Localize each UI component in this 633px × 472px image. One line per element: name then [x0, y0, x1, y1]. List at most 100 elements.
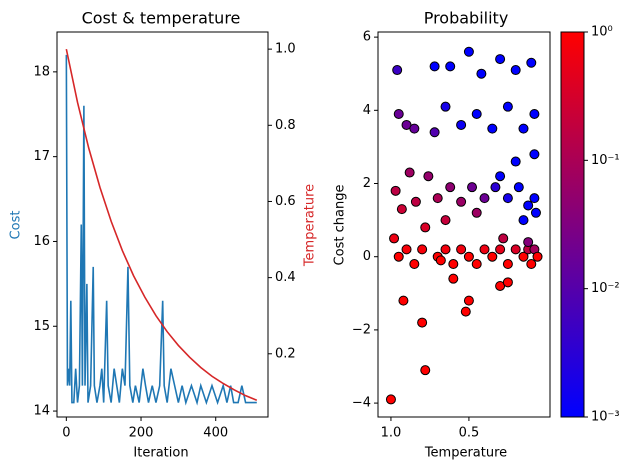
- scatter-point: [463, 295, 474, 306]
- plot-frame: [56, 31, 269, 418]
- x-tick-label: 1.0: [381, 426, 402, 441]
- scatter-point: [445, 61, 456, 72]
- y-tick-label: −4: [352, 396, 371, 411]
- scatter-point: [460, 306, 471, 317]
- y-tick-label: 18: [33, 64, 50, 79]
- scatter-point: [448, 259, 459, 270]
- scatter-point: [435, 255, 446, 266]
- scatter-point: [487, 123, 498, 134]
- scatter-point: [440, 101, 451, 112]
- plot-frame: [377, 31, 551, 418]
- scatter-point: [526, 57, 537, 68]
- y-tick-label: 4: [363, 103, 371, 118]
- y-tick-label: 16: [33, 234, 50, 249]
- scatter-point: [409, 259, 420, 270]
- scatter-point: [401, 244, 412, 255]
- y-tick-label: −2: [352, 322, 371, 337]
- scatter-point: [513, 182, 524, 193]
- scatter-point: [410, 196, 421, 207]
- scatter-point: [495, 171, 506, 182]
- y-axis-label: Cost change: [333, 185, 348, 266]
- y-tick-label: 2: [363, 176, 371, 191]
- scatter-point: [498, 233, 509, 244]
- scatter-point: [463, 46, 474, 57]
- scatter-point: [404, 167, 415, 178]
- scatter-point: [529, 108, 540, 119]
- scatter-point: [440, 244, 451, 255]
- y2-tick-label: 1.0: [275, 42, 296, 57]
- scatter-point: [510, 65, 521, 76]
- scatter-point: [523, 237, 534, 248]
- scatter-point: [420, 222, 431, 233]
- scatter-point: [518, 123, 529, 134]
- y-axis-label: Cost: [9, 211, 24, 240]
- scatter-point: [389, 233, 400, 244]
- scatter-point: [456, 119, 467, 130]
- scatter-point: [479, 193, 490, 204]
- x-tick-label: 0: [62, 426, 70, 441]
- scatter-point: [518, 251, 529, 262]
- scatter-point: [526, 259, 537, 270]
- scatter-point: [456, 244, 467, 255]
- scatter-point: [495, 244, 506, 255]
- x-tick-label: 400: [203, 426, 228, 441]
- scatter-point: [502, 101, 513, 112]
- scatter-point: [432, 193, 443, 204]
- y2-tick-label: 0.2: [275, 346, 296, 361]
- scatter-point: [417, 244, 428, 255]
- x-tick-label: 200: [129, 426, 154, 441]
- scatter-point: [510, 244, 521, 255]
- series-line: [65, 54, 257, 406]
- scatter-point: [532, 251, 543, 262]
- y2-tick-label: 0.6: [275, 194, 296, 209]
- scatter-point: [487, 251, 498, 262]
- y2-tick-label: 0.4: [275, 270, 296, 285]
- scatter-point: [393, 251, 404, 262]
- scatter-point: [429, 127, 440, 138]
- scatter-point: [518, 215, 529, 226]
- scatter-point: [523, 200, 534, 211]
- y-tick-label: 17: [33, 149, 50, 164]
- scatter-point: [476, 68, 487, 79]
- scatter-point: [445, 182, 456, 193]
- scatter-point: [529, 193, 540, 204]
- y-tick-label: 6: [363, 30, 371, 45]
- scatter-point: [456, 196, 467, 207]
- scatter-point: [417, 317, 428, 328]
- scatter-point: [429, 61, 440, 72]
- chart-title: Probability: [424, 9, 509, 28]
- scatter-point: [471, 207, 482, 218]
- scatter-point: [510, 156, 521, 167]
- scatter-point: [529, 149, 540, 160]
- x-tick-label: 0.5: [459, 426, 480, 441]
- scatter-point: [471, 108, 482, 119]
- scatter-point: [502, 193, 513, 204]
- scatter-point: [385, 394, 396, 405]
- colorbar-tick-label: 10⁻¹: [591, 153, 620, 168]
- scatter-point: [495, 54, 506, 65]
- scatter-point: [448, 273, 459, 284]
- y2-tick-label: 0.8: [275, 118, 296, 133]
- scatter-point: [479, 244, 490, 255]
- scatter-point: [393, 108, 404, 119]
- y-tick-label: 14: [33, 404, 50, 419]
- x-axis-label: Iteration: [133, 446, 188, 461]
- scatter-point: [390, 185, 401, 196]
- y-tick-label: 0: [363, 249, 371, 264]
- scatter-point: [502, 259, 513, 270]
- colorbar-tick-label: 10⁰: [591, 25, 613, 40]
- scatter-point: [396, 204, 407, 215]
- chart-title: Cost & temperature: [82, 9, 241, 28]
- scatter-point: [440, 215, 451, 226]
- scatter-point: [409, 123, 420, 134]
- scatter-point: [530, 207, 541, 218]
- scatter-point: [392, 65, 403, 76]
- scatter-point: [423, 171, 434, 182]
- scatter-point: [398, 295, 409, 306]
- y2-axis-label: Temperature: [303, 184, 318, 267]
- colorbar: [560, 31, 585, 418]
- scatter-point: [467, 182, 478, 193]
- colorbar-tick-label: 10⁻³: [591, 410, 620, 425]
- x-axis-label: Temperature: [424, 446, 507, 461]
